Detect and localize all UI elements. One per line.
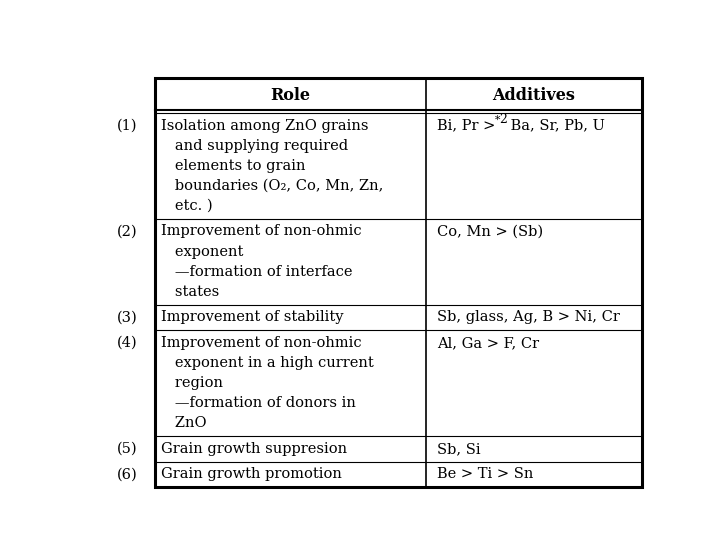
Text: boundaries (O₂, Co, Mn, Zn,: boundaries (O₂, Co, Mn, Zn, bbox=[161, 179, 383, 193]
Text: Al, Ga > F, Cr: Al, Ga > F, Cr bbox=[437, 336, 539, 350]
Text: and supplying required: and supplying required bbox=[161, 139, 348, 153]
Text: *: * bbox=[495, 115, 500, 125]
Text: Grain growth promotion: Grain growth promotion bbox=[161, 467, 342, 481]
Text: (4): (4) bbox=[117, 336, 138, 350]
Text: —formation of interface: —formation of interface bbox=[161, 265, 353, 278]
Text: elements to grain: elements to grain bbox=[161, 159, 306, 173]
Text: Sb, Si: Sb, Si bbox=[437, 442, 481, 456]
Text: Be > Ti > Sn: Be > Ti > Sn bbox=[437, 467, 533, 481]
Text: Improvement of non-ohmic: Improvement of non-ohmic bbox=[161, 224, 362, 238]
Text: exponent: exponent bbox=[161, 245, 243, 258]
Text: Co, Mn > (Sb): Co, Mn > (Sb) bbox=[437, 224, 543, 238]
Text: Isolation among ZnO grains: Isolation among ZnO grains bbox=[161, 119, 369, 133]
Text: ZnO: ZnO bbox=[161, 416, 207, 431]
Text: etc. ): etc. ) bbox=[161, 199, 213, 213]
Text: (2): (2) bbox=[117, 224, 138, 238]
Text: 2: 2 bbox=[499, 114, 507, 126]
Text: —formation of donors in: —formation of donors in bbox=[161, 396, 356, 410]
Text: (6): (6) bbox=[117, 467, 138, 481]
Text: region: region bbox=[161, 376, 223, 390]
Text: (3): (3) bbox=[117, 310, 138, 324]
Text: Improvement of stability: Improvement of stability bbox=[161, 310, 343, 324]
Text: (5): (5) bbox=[117, 442, 138, 456]
Text: (1): (1) bbox=[117, 119, 137, 133]
Text: states: states bbox=[161, 285, 219, 299]
Text: Sb, glass, Ag, B > Ni, Cr: Sb, glass, Ag, B > Ni, Cr bbox=[437, 310, 620, 324]
Bar bbox=[155, 77, 642, 487]
Text: exponent in a high current: exponent in a high current bbox=[161, 356, 374, 370]
Text: Role: Role bbox=[271, 87, 311, 104]
Text: Grain growth suppresion: Grain growth suppresion bbox=[161, 442, 347, 456]
Text: Bi, Pr >: Bi, Pr > bbox=[437, 119, 499, 133]
Text: Improvement of non-ohmic: Improvement of non-ohmic bbox=[161, 336, 362, 350]
Text: Additives: Additives bbox=[492, 87, 575, 104]
Text: Ba, Sr, Pb, U: Ba, Sr, Pb, U bbox=[506, 119, 605, 133]
